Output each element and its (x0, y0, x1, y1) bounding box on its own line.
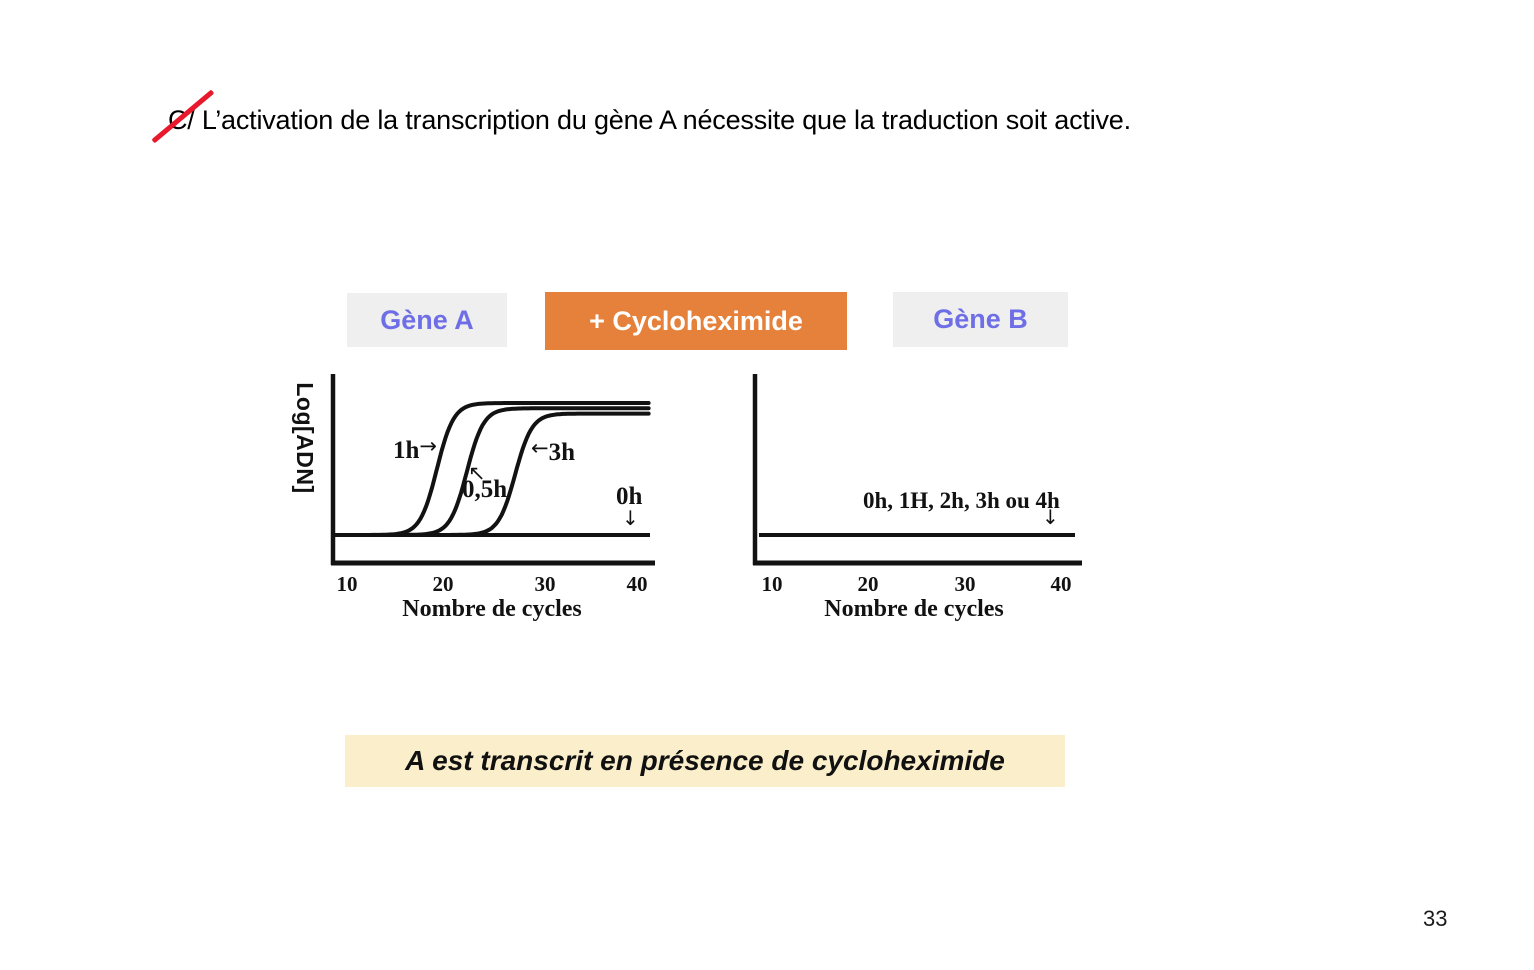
conclusion-banner: A est transcrit en présence de cyclohexi… (345, 735, 1065, 787)
annotation-0h: 0h (616, 483, 643, 510)
arrow-left-icon: ← (531, 436, 549, 460)
x-axis-label: Nombre de cycles (824, 596, 1004, 622)
page-number: 33 (1423, 906, 1448, 931)
gene-b-chart (752, 374, 1082, 566)
arrow-up-left-icon: ↖ (468, 461, 486, 485)
gene-a-chart (330, 374, 655, 566)
x-tick: 10 (336, 572, 358, 596)
annotation-0-5h: 0,5h (462, 476, 508, 503)
gene-a-badge: Gène A (347, 293, 507, 347)
x-axis-label: Nombre de cycles (402, 596, 582, 622)
arrow-down-icon: ↓ (1042, 505, 1059, 529)
gene-b-badge: Gène B (893, 292, 1068, 347)
gene-b-badge-label: Gène B (933, 304, 1028, 334)
x-tick: 40 (626, 572, 648, 596)
annotation-3h: ←3h (531, 436, 576, 466)
arrow-down-icon: ↓ (622, 506, 639, 530)
annotation-all-timepoints: 0h, 1H, 2h, 3h ou 4h (863, 488, 1060, 513)
annotation-1h: 1h→ (393, 434, 438, 464)
arrow-right-icon: → (419, 434, 438, 458)
x-tick: 30 (954, 572, 976, 596)
x-tick: 20 (857, 572, 879, 596)
cycloheximide-badge-label: + Cycloheximide (589, 305, 803, 336)
cycloheximide-badge: + Cycloheximide (545, 292, 847, 350)
x-tick: 40 (1050, 572, 1072, 596)
x-tick: 30 (534, 572, 556, 596)
title-text: L’activation de la transcription du gène… (194, 105, 1131, 135)
x-tick: 10 (761, 572, 783, 596)
conclusion-text: A est transcrit en présence de cyclohexi… (405, 745, 1005, 776)
x-tick: 20 (432, 572, 454, 596)
gene-a-badge-label: Gène A (380, 304, 474, 335)
slide-title: C/ L’activation de la transcription du g… (168, 105, 1131, 136)
